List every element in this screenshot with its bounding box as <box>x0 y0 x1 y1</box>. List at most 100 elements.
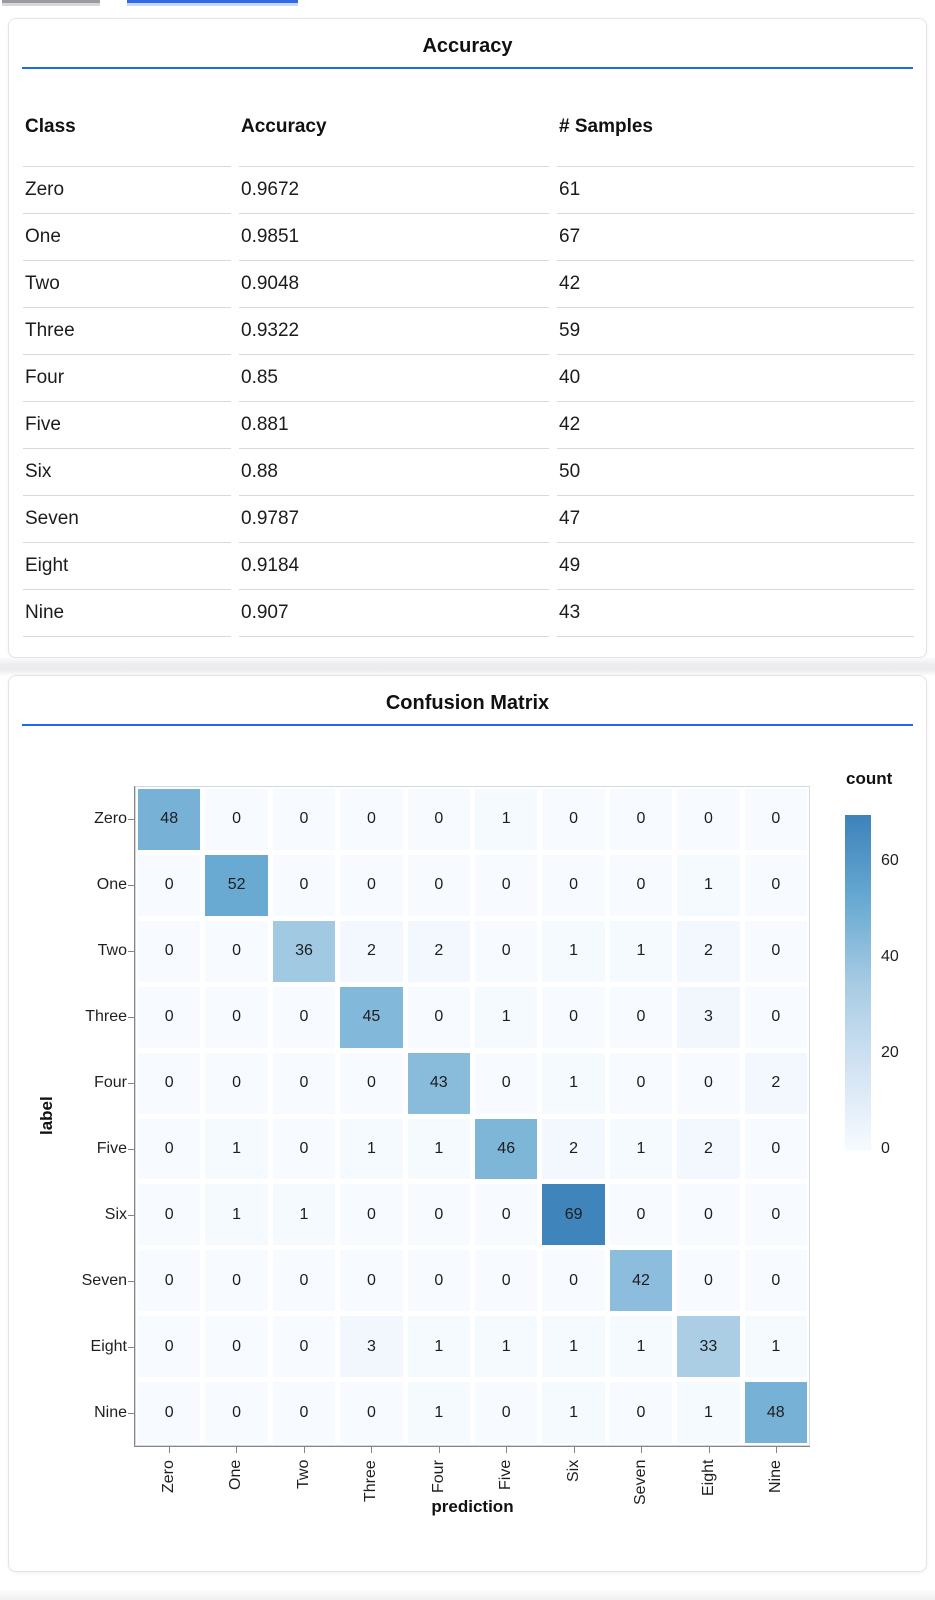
matrix-cell: 0 <box>542 854 605 916</box>
matrix-cell: 0 <box>205 920 268 982</box>
table-cell: 49 <box>557 543 914 590</box>
matrix-cell: 1 <box>475 789 538 850</box>
matrix-cell: 0 <box>744 1250 807 1312</box>
tab-indicator-inactive[interactable] <box>2 0 100 6</box>
legend-tick-label: 0 <box>881 1140 890 1157</box>
x-axis-tick <box>303 1447 305 1453</box>
matrix-cell: 0 <box>272 1118 336 1180</box>
matrix-cell: 0 <box>744 789 807 850</box>
table-row: Two 0.9048 42 <box>23 261 914 308</box>
matrix-cell: 0 <box>609 1184 673 1246</box>
y-axis-label: One <box>96 876 127 893</box>
x-axis-tick <box>708 1447 710 1453</box>
y-axis-tick <box>128 951 134 952</box>
matrix-cell: 0 <box>138 920 201 982</box>
matrix-cell: 0 <box>205 1250 268 1312</box>
matrix-cell: 0 <box>542 1250 605 1312</box>
matrix-cell: 1 <box>542 920 605 982</box>
matrix-cell: 1 <box>542 1052 605 1114</box>
matrix-cell: 1 <box>407 1118 470 1180</box>
table-row: One 0.9851 67 <box>23 214 914 261</box>
x-axis-tick <box>573 1447 575 1453</box>
matrix-cell: 46 <box>475 1118 538 1180</box>
table-cell: 0.9851 <box>239 214 549 261</box>
table-cell: Nine <box>23 590 231 637</box>
matrix-cell: 2 <box>677 920 740 982</box>
matrix-cell: 45 <box>340 986 403 1048</box>
matrix-cell: 0 <box>138 986 201 1048</box>
y-axis-label: Eight <box>90 1338 127 1355</box>
table-cell: 42 <box>557 261 914 308</box>
matrix-cell: 0 <box>744 1184 807 1246</box>
legend-gradient-bar <box>845 815 871 1151</box>
matrix-cell: 0 <box>609 1052 673 1114</box>
matrix-cell: 0 <box>138 854 201 916</box>
matrix-cell: 1 <box>475 986 538 1048</box>
y-axis-label: Five <box>96 1140 127 1157</box>
matrix-cell: 0 <box>205 789 268 850</box>
table-row: Eight 0.9184 49 <box>23 543 914 590</box>
table-cell: 0.85 <box>239 355 549 402</box>
matrix-cell: 1 <box>272 1184 336 1246</box>
legend-tick-label: 60 <box>881 852 899 869</box>
matrix-cell: 3 <box>677 986 740 1048</box>
y-axis-label: Zero <box>94 810 127 827</box>
matrix-cell: 36 <box>272 920 336 982</box>
matrix-cell: 0 <box>272 1382 336 1443</box>
y-axis-label: Six <box>104 1206 127 1223</box>
table-cell: 50 <box>557 449 914 496</box>
matrix-cell: 0 <box>205 986 268 1048</box>
title-divider <box>22 724 913 726</box>
matrix-cell: 0 <box>475 854 538 916</box>
heatmap-grid: 48 0 0 0 0 1 0 0 0 0 0 52 0 0 0 0 0 0 1 0 0 0 36 2 2 0 1 1 2 0 0 0 0 45 0 1… <box>135 786 810 1446</box>
matrix-cell: 48 <box>138 789 201 850</box>
table-cell: 0.9322 <box>239 308 549 355</box>
x-axis-line <box>134 1446 810 1447</box>
matrix-cell: 0 <box>138 1052 201 1114</box>
matrix-cell: 0 <box>407 789 470 850</box>
matrix-cell: 0 <box>475 1052 538 1114</box>
table-cell: 47 <box>557 496 914 543</box>
matrix-cell: 0 <box>138 1316 201 1378</box>
matrix-cell: 69 <box>542 1184 605 1246</box>
table-row: Nine 0.907 43 <box>23 590 914 637</box>
table-cell: Six <box>23 449 231 496</box>
matrix-cell: 0 <box>475 1184 538 1246</box>
matrix-cell: 0 <box>677 1184 740 1246</box>
table-cell: Zero <box>23 167 231 214</box>
matrix-cell: 0 <box>542 986 605 1048</box>
table-row: Six 0.88 50 <box>23 449 914 496</box>
matrix-cell: 1 <box>407 1316 470 1378</box>
matrix-cell: 0 <box>542 789 605 850</box>
matrix-cell: 1 <box>205 1184 268 1246</box>
x-axis-tick <box>506 1447 508 1453</box>
matrix-cell: 0 <box>744 1118 807 1180</box>
matrix-cell: 1 <box>744 1316 807 1378</box>
table-cell: 42 <box>557 402 914 449</box>
matrix-cell: 0 <box>272 1052 336 1114</box>
y-axis-tick <box>128 1281 134 1282</box>
x-axis-tick <box>438 1447 440 1453</box>
matrix-cell: 1 <box>340 1118 403 1180</box>
table-cell: Seven <box>23 496 231 543</box>
matrix-cell: 0 <box>205 1316 268 1378</box>
y-axis-tick <box>128 885 134 886</box>
tab-indicator-active[interactable] <box>127 0 298 6</box>
matrix-cell: 2 <box>340 920 403 982</box>
table-cell: Three <box>23 308 231 355</box>
y-axis-tick <box>128 1215 134 1216</box>
y-axis-tick <box>128 1149 134 1150</box>
table-cell: 0.9184 <box>239 543 549 590</box>
matrix-cell: 0 <box>340 1250 403 1312</box>
matrix-cell: 0 <box>205 1052 268 1114</box>
matrix-cell: 2 <box>677 1118 740 1180</box>
matrix-cell: 0 <box>205 1382 268 1443</box>
x-axis-tick <box>641 1447 643 1453</box>
matrix-cell: 42 <box>609 1250 673 1312</box>
accuracy-card-title: Accuracy <box>422 35 513 57</box>
matrix-cell: 0 <box>744 920 807 982</box>
confusion-matrix-chart: label Zero One Two Three Four Five Six Seven Eigh… <box>9 726 926 1571</box>
y-axis-label: Nine <box>94 1404 127 1421</box>
table-cell: Five <box>23 402 231 449</box>
matrix-cell: 48 <box>744 1382 807 1443</box>
